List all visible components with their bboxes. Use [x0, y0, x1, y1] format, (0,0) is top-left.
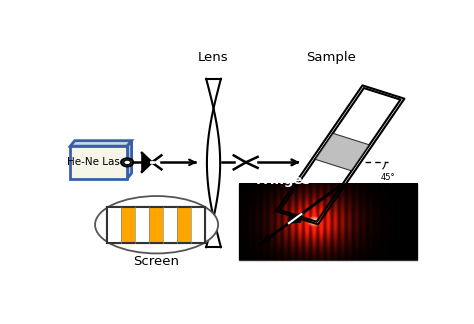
Text: Fringes: Fringes [256, 174, 311, 187]
Bar [107, 207, 205, 243]
Text: Screen: Screen [134, 255, 180, 268]
Polygon shape [280, 88, 401, 222]
Circle shape [124, 160, 130, 165]
Text: Sample: Sample [306, 51, 356, 64]
Text: He-Ne Laser: He-Ne Laser [67, 157, 131, 168]
Bar [107, 207, 121, 243]
Bar [163, 207, 177, 243]
Polygon shape [127, 141, 132, 179]
Bar [149, 207, 163, 243]
Polygon shape [315, 133, 369, 171]
Bar [239, 184, 418, 260]
Bar [121, 207, 135, 243]
Text: Lens: Lens [198, 51, 229, 64]
Bar [135, 207, 149, 243]
Bar [107, 207, 205, 243]
Text: 45°: 45° [381, 173, 395, 182]
Bar [177, 207, 191, 243]
Bar [70, 146, 127, 179]
Polygon shape [70, 141, 132, 146]
Bar [191, 207, 205, 243]
Polygon shape [206, 79, 221, 247]
Ellipse shape [95, 196, 218, 253]
Polygon shape [142, 153, 152, 172]
Circle shape [121, 158, 134, 167]
Polygon shape [289, 214, 301, 223]
Polygon shape [276, 86, 404, 225]
